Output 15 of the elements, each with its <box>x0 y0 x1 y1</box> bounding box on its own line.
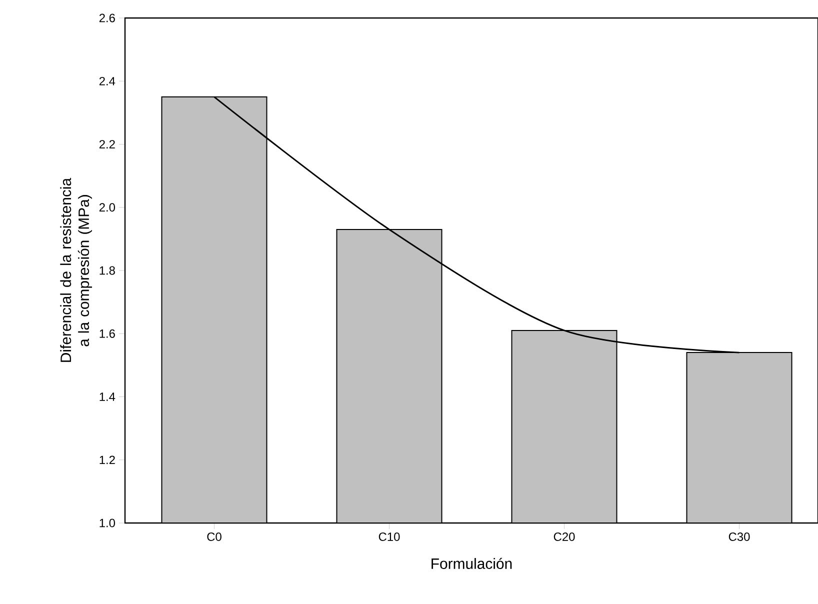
x-tick-label: C20 <box>554 532 575 541</box>
y-tick-label: 1.0 <box>100 518 116 528</box>
y-tick-label: 1.8 <box>100 266 115 275</box>
y-tick-label: 1.4 <box>100 392 116 401</box>
y-tick-label: 1.6 <box>100 329 115 338</box>
y-tick-label: 2.4 <box>99 76 116 86</box>
y-tick-label: 1.2 <box>100 456 115 464</box>
x-axis-title: Formulación <box>432 558 512 569</box>
y-tick-label: 2.0 <box>99 203 116 212</box>
x-tick-label: C10 <box>378 532 400 541</box>
y-tick-label: 2.2 <box>99 140 115 148</box>
y-tick-label: 2.6 <box>99 14 115 22</box>
x-tick-label: C30 <box>728 532 750 541</box>
x-tick-label: C0 <box>207 532 222 541</box>
y-axis-title: Diferencial de la resistencia a la compresión (MPa) <box>60 178 92 362</box>
